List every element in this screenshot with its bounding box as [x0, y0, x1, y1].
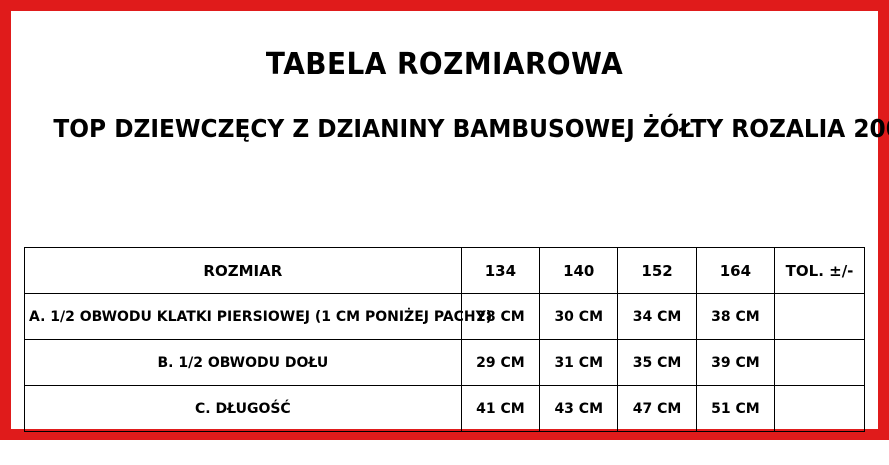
- size-table: ROZMIAR 134 140 152 164 TOL. ±/- A. 1/2 …: [24, 247, 865, 432]
- row-c-value-134: 41 CM: [460, 385, 541, 432]
- table-row: A. 1/2 OBWODU KLATKI PIERSIOWEJ (1 CM PO…: [24, 293, 865, 340]
- header-tolerance: TOL. ±/-: [774, 247, 865, 294]
- size-table-wrapper: ROZMIAR 134 140 152 164 TOL. ±/- A. 1/2 …: [24, 247, 865, 432]
- page-inner: TABELA ROZMIAROWA TOP DZIEWCZĘCY Z DZIAN…: [11, 47, 889, 465]
- page-title: TABELA ROZMIAROWA: [265, 47, 624, 82]
- row-a-value-152: 34 CM: [617, 293, 697, 340]
- row-label-b: B. 1/2 OBWODU DOŁU: [24, 339, 462, 386]
- row-a-value-134: 28 CM: [460, 293, 541, 340]
- row-a-value-164: 38 CM: [695, 293, 776, 340]
- row-b-tolerance: [774, 339, 865, 386]
- row-c-value-152: 47 CM: [617, 385, 697, 432]
- header-size-152: 152: [617, 247, 697, 294]
- header-size-140: 140: [539, 247, 619, 294]
- table-row: C. DŁUGOŚĆ 41 CM 43 CM 47 CM 51 CM: [24, 385, 865, 432]
- table-row: B. 1/2 OBWODU DOŁU 29 CM 31 CM 35 CM 39 …: [24, 339, 865, 386]
- row-c-tolerance: [774, 385, 865, 432]
- row-label-a: A. 1/2 OBWODU KLATKI PIERSIOWEJ (1 CM PO…: [24, 293, 492, 340]
- row-a-value-140: 30 CM: [539, 293, 619, 340]
- header-size-134: 134: [460, 247, 541, 294]
- row-c-value-140: 43 CM: [539, 385, 619, 432]
- row-a-tolerance: [774, 293, 865, 340]
- header-size-164: 164: [695, 247, 776, 294]
- product-subtitle: TOP DZIEWCZĘCY Z DZIANINY BAMBUSOWEJ ŻÓŁ…: [53, 114, 889, 143]
- row-c-value-164: 51 CM: [695, 385, 776, 432]
- table-header-row: ROZMIAR 134 140 152 164 TOL. ±/-: [24, 247, 865, 294]
- row-b-value-152: 35 CM: [617, 339, 697, 386]
- row-b-value-140: 31 CM: [539, 339, 619, 386]
- row-label-c: C. DŁUGOŚĆ: [24, 385, 462, 432]
- row-b-value-134: 29 CM: [460, 339, 541, 386]
- header-label: ROZMIAR: [24, 247, 462, 294]
- row-b-value-164: 39 CM: [695, 339, 776, 386]
- size-chart-page: TABELA ROZMIAROWA TOP DZIEWCZĘCY Z DZIAN…: [0, 0, 889, 440]
